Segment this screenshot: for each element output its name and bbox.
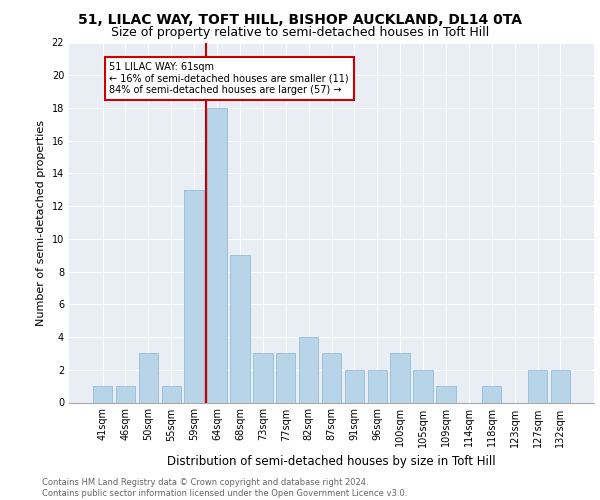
Bar <box>230 255 250 402</box>
Bar <box>93 386 112 402</box>
Bar <box>276 354 295 403</box>
X-axis label: Distribution of semi-detached houses by size in Toft Hill: Distribution of semi-detached houses by … <box>167 455 496 468</box>
Bar <box>184 190 204 402</box>
Bar <box>436 386 455 402</box>
Bar <box>299 337 319 402</box>
Bar <box>116 386 135 402</box>
Text: 51 LILAC WAY: 61sqm
← 16% of semi-detached houses are smaller (11)
84% of semi-d: 51 LILAC WAY: 61sqm ← 16% of semi-detach… <box>109 62 349 96</box>
Text: Size of property relative to semi-detached houses in Toft Hill: Size of property relative to semi-detach… <box>111 26 489 39</box>
Bar <box>391 354 410 403</box>
Bar <box>551 370 570 402</box>
Bar <box>344 370 364 402</box>
Text: 51, LILAC WAY, TOFT HILL, BISHOP AUCKLAND, DL14 0TA: 51, LILAC WAY, TOFT HILL, BISHOP AUCKLAN… <box>78 12 522 26</box>
Bar <box>208 108 227 403</box>
Bar <box>482 386 502 402</box>
Bar <box>528 370 547 402</box>
Text: Contains HM Land Registry data © Crown copyright and database right 2024.
Contai: Contains HM Land Registry data © Crown c… <box>42 478 407 498</box>
Bar <box>253 354 272 403</box>
Bar <box>139 354 158 403</box>
Bar <box>413 370 433 402</box>
Bar <box>161 386 181 402</box>
Bar <box>322 354 341 403</box>
Bar <box>368 370 387 402</box>
Y-axis label: Number of semi-detached properties: Number of semi-detached properties <box>36 120 46 326</box>
